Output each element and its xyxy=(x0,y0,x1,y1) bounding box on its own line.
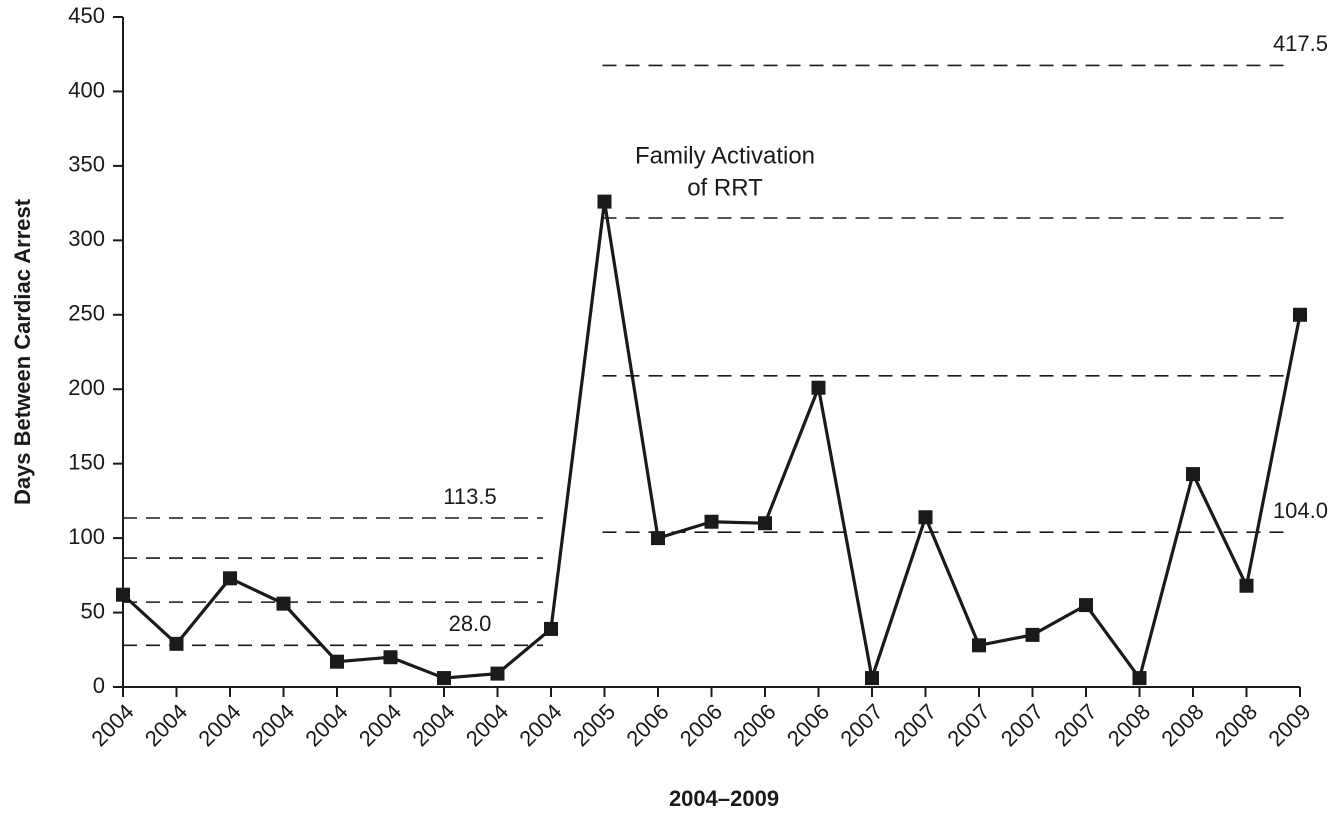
x-tick-label: 2007 xyxy=(996,699,1048,751)
data-point xyxy=(972,638,986,653)
x-tick-label: 2004 xyxy=(86,699,138,751)
reference-label: 417.5 xyxy=(1273,31,1328,56)
reference-label: 28.0 xyxy=(449,611,492,636)
y-tick-label: 400 xyxy=(68,77,105,102)
annotation: of RRT xyxy=(687,174,763,201)
x-tick-label: 2008 xyxy=(1210,699,1262,751)
y-tick-label: 100 xyxy=(68,524,105,549)
data-point xyxy=(811,380,826,395)
x-tick-label: 2009 xyxy=(1263,699,1315,751)
y-tick-label: 450 xyxy=(68,3,105,28)
data-point xyxy=(1025,627,1040,642)
data-point xyxy=(383,650,398,665)
data-point xyxy=(1079,598,1093,613)
x-tick-label: 2004 xyxy=(354,699,406,751)
y-tick-label: 300 xyxy=(68,226,105,251)
data-point xyxy=(597,194,612,209)
x-tick-label: 2004 xyxy=(300,699,352,751)
x-tick-label: 2007 xyxy=(1049,699,1101,751)
y-tick-label: 200 xyxy=(68,375,105,400)
x-tick-label: 2004 xyxy=(140,699,192,751)
x-tick-label: 2004 xyxy=(247,699,299,751)
data-point xyxy=(758,516,772,531)
data-point xyxy=(1293,307,1307,322)
data-point xyxy=(1132,671,1147,686)
data-point xyxy=(1239,578,1254,593)
y-tick-label: 150 xyxy=(68,449,105,474)
x-tick-label: 2006 xyxy=(782,699,834,751)
data-point xyxy=(276,596,291,611)
x-tick-label: 2006 xyxy=(675,699,727,751)
y-tick-label: 0 xyxy=(93,673,105,698)
data-point xyxy=(544,621,558,636)
data-point xyxy=(651,531,665,546)
data-point xyxy=(918,510,933,525)
x-tick-label: 2004 xyxy=(193,699,245,751)
x-tick-label: 2004 xyxy=(514,699,566,751)
x-tick-label: 2007 xyxy=(889,699,941,751)
data-point xyxy=(330,654,344,669)
x-tick-label: 2007 xyxy=(835,699,887,751)
x-tick-label: 2005 xyxy=(568,699,620,751)
data-point xyxy=(1186,467,1200,482)
data-point xyxy=(490,666,505,681)
x-axis-label: 2004–2009 xyxy=(669,786,779,811)
x-tick-label: 2006 xyxy=(621,699,673,751)
x-tick-label: 2004 xyxy=(407,699,459,751)
data-point xyxy=(865,671,879,686)
reference-label: 104.0 xyxy=(1273,498,1328,523)
x-tick-label: 2006 xyxy=(728,699,780,751)
data-point xyxy=(169,636,184,651)
y-axis-label: Days Between Cardiac Arrest xyxy=(10,198,35,505)
data-point xyxy=(704,514,719,529)
reference-label: 113.5 xyxy=(443,484,496,509)
x-tick-label: 2008 xyxy=(1103,699,1155,751)
y-tick-label: 50 xyxy=(81,598,105,623)
y-tick-label: 350 xyxy=(68,152,105,177)
x-tick-label: 2004 xyxy=(461,699,513,751)
annotation: Family Activation xyxy=(635,142,815,169)
x-tick-label: 2008 xyxy=(1156,699,1208,751)
data-point xyxy=(223,571,237,586)
y-tick-label: 250 xyxy=(68,301,105,326)
data-point xyxy=(437,671,451,686)
data-point xyxy=(116,587,130,602)
data-line xyxy=(121,200,1302,680)
x-tick-label: 2007 xyxy=(942,699,994,751)
